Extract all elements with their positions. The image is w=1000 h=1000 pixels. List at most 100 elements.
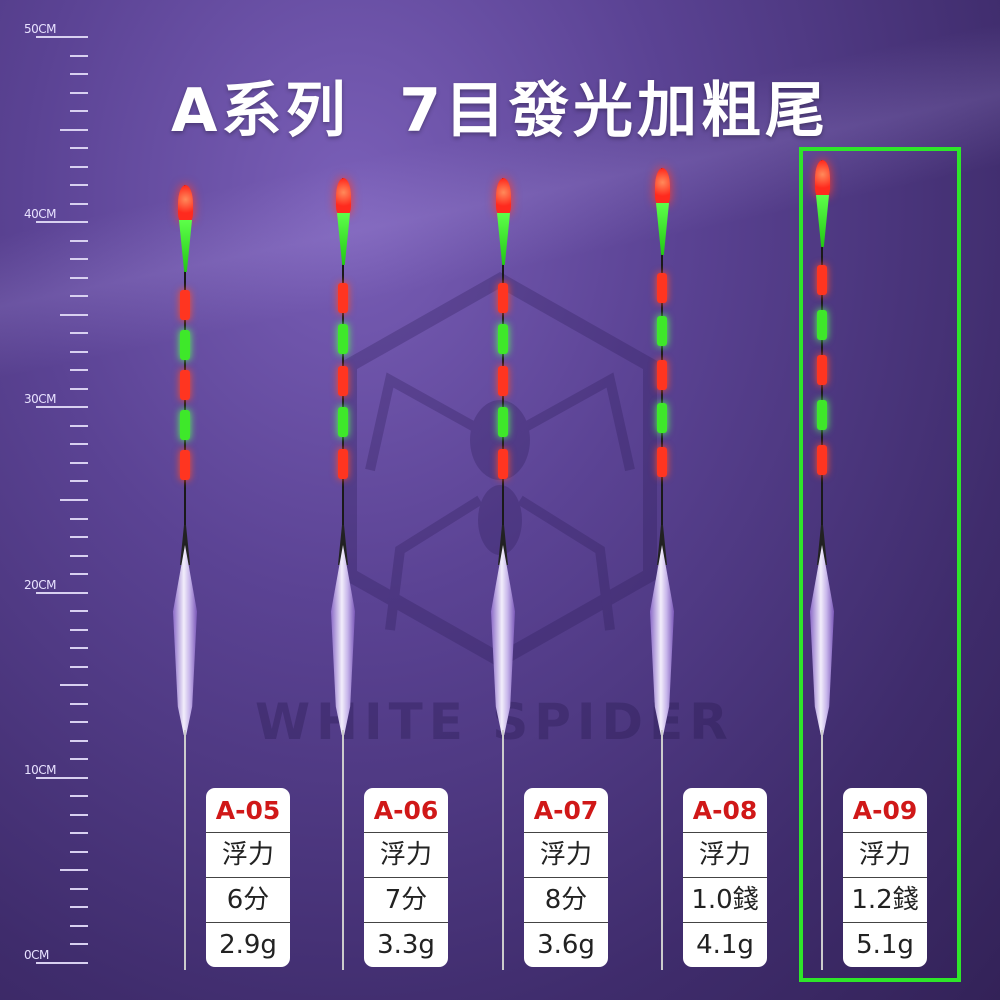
glow-segment — [817, 445, 827, 475]
glow-segment — [180, 410, 190, 440]
buoyancy-value: 1.2錢 — [843, 877, 927, 922]
ruler-tick — [70, 147, 88, 150]
ruler-tick — [70, 91, 88, 94]
weight-value: 2.9g — [206, 922, 290, 967]
glow-segment — [657, 316, 667, 347]
ruler-tick — [70, 461, 88, 464]
spec-card: A-05 浮力 6分 2.9g — [206, 788, 290, 967]
ruler-tick — [70, 721, 88, 724]
ruler-tick — [70, 424, 88, 427]
ruler-tick — [70, 943, 88, 946]
spec-card: A-06 浮力 7分 3.3g — [364, 788, 448, 967]
ruler-tick — [36, 221, 88, 224]
ruler-tick — [70, 702, 88, 705]
ruler-tick — [70, 110, 88, 113]
ruler-tick — [70, 813, 88, 816]
red-tip — [336, 178, 351, 214]
ruler-tick — [70, 554, 88, 557]
ruler-tick — [70, 795, 88, 798]
ruler-tick — [70, 480, 88, 483]
ruler-tick — [70, 332, 88, 335]
spec-card: A-09 浮力 1.2錢 5.1g — [843, 788, 927, 967]
ruler-tick — [70, 832, 88, 835]
ruler-tick — [70, 924, 88, 927]
selected-highlight-box — [799, 147, 961, 982]
ruler-label: 50CM — [24, 22, 57, 36]
ruler-tick — [36, 591, 88, 594]
float-stem — [661, 730, 663, 970]
glow-segment — [498, 324, 508, 355]
ruler-tick — [70, 184, 88, 187]
glow-segment — [338, 365, 348, 396]
ruler-tick — [70, 73, 88, 76]
model-code: A-08 — [692, 796, 758, 825]
ruler-tick — [70, 517, 88, 520]
weight-value: 5.1g — [843, 922, 927, 967]
spec-card: A-07 浮力 8分 3.6g — [524, 788, 608, 967]
ruler-tick — [70, 739, 88, 742]
ruler-label: 40CM — [24, 207, 57, 222]
ruler-tick — [70, 887, 88, 890]
ruler-label: 0CM — [24, 948, 49, 962]
ruler-tick — [70, 610, 88, 613]
glow-segment — [338, 283, 348, 313]
ruler-tick — [70, 202, 88, 205]
glow-segment — [180, 330, 190, 360]
ruler-tick — [60, 313, 88, 316]
ruler-tick — [70, 850, 88, 853]
glow-segment — [338, 324, 348, 355]
ruler-tick — [70, 536, 88, 539]
float-stem — [502, 730, 504, 970]
buoyancy-label: 浮力 — [683, 832, 767, 877]
buoyancy-value: 7分 — [364, 877, 448, 922]
ruler-tick — [70, 387, 88, 390]
glow-segment — [498, 448, 508, 479]
brand-watermark: WHITE SPIDER — [255, 693, 734, 751]
red-tip — [815, 160, 830, 196]
ruler-tick — [36, 962, 88, 964]
ruler-tick — [60, 128, 88, 131]
ruler-tick — [70, 573, 88, 576]
glow-segment — [817, 265, 827, 295]
glow-segment — [180, 370, 190, 400]
ruler-tick — [36, 776, 88, 779]
ruler-tick — [70, 54, 88, 57]
ruler-label: 10CM — [24, 762, 57, 777]
ruler-label: 30CM — [24, 392, 57, 407]
glow-segment — [817, 400, 827, 430]
ruler-tick — [70, 628, 88, 631]
ruler-tick — [36, 36, 88, 38]
glow-segment — [338, 407, 348, 438]
glow-segment — [338, 448, 348, 479]
ruler-label: 20CM — [24, 577, 57, 592]
ruler-tick — [70, 647, 88, 650]
buoyancy-value: 6分 — [206, 877, 290, 922]
float-stem — [821, 730, 823, 970]
buoyancy-label: 浮力 — [524, 832, 608, 877]
buoyancy-label: 浮力 — [364, 832, 448, 877]
model-code: A-07 — [533, 796, 599, 825]
glow-segment — [498, 365, 508, 396]
ruler-tick — [70, 295, 88, 298]
glow-segment — [657, 359, 667, 390]
ruler-tick — [36, 406, 88, 409]
ruler-tick — [70, 665, 88, 668]
glow-segment — [498, 283, 508, 313]
glow-segment — [657, 403, 667, 434]
float-stem — [342, 730, 344, 970]
ruler-tick — [70, 906, 88, 909]
spec-card: A-08 浮力 1.0錢 4.1g — [683, 788, 767, 967]
ruler-tick — [60, 499, 88, 501]
glow-segment — [817, 355, 827, 385]
glow-segment — [657, 273, 667, 303]
ruler-tick — [70, 165, 88, 168]
red-tip — [496, 178, 511, 214]
glow-segment — [180, 290, 190, 320]
ruler-tick — [70, 758, 88, 761]
glow-segment — [657, 446, 667, 477]
red-tip — [655, 168, 670, 204]
ruler-tick — [70, 258, 88, 261]
buoyancy-label: 浮力 — [843, 832, 927, 877]
red-tip — [178, 185, 193, 221]
